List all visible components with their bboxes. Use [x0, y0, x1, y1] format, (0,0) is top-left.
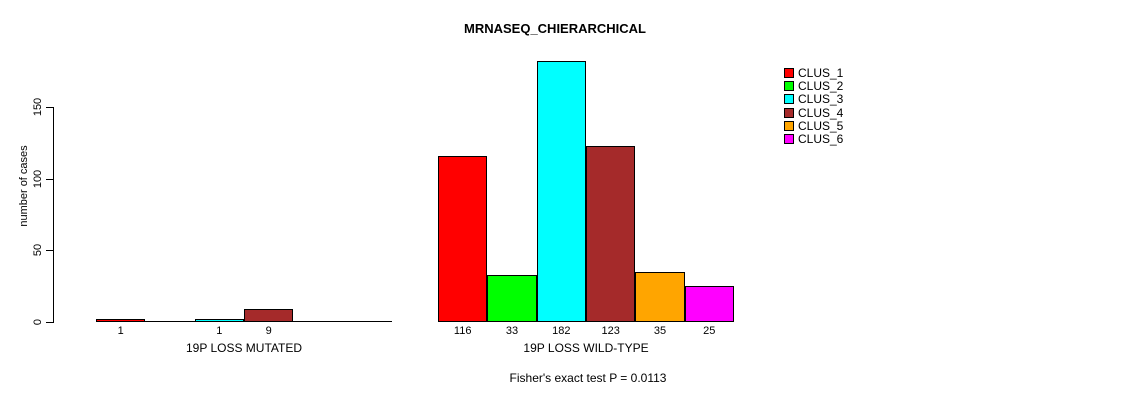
- bar-clus-1: [438, 156, 487, 322]
- bar-clus-2-zero: [145, 321, 195, 322]
- x-group-label-19p-loss-wild-type: 19P LOSS WILD-TYPE: [523, 341, 649, 355]
- bar-clus-3: [537, 61, 586, 322]
- legend-label: CLUS_2: [798, 79, 844, 94]
- x-group-label-19p-loss-mutated: 19P LOSS MUTATED: [185, 341, 303, 355]
- y-axis-tick-label: 100: [32, 169, 44, 188]
- bar-clus-5: [635, 272, 685, 322]
- bar-value-label: 35: [653, 325, 667, 337]
- bar-value-label: 116: [453, 325, 472, 337]
- legend-swatch-clus-2: [784, 81, 794, 92]
- bar-clus-3: [195, 319, 244, 322]
- bar-value-label: 123: [601, 325, 620, 337]
- y-axis-tick: [46, 250, 53, 252]
- chart-title: MRNASEQ_CHIERARCHICAL: [463, 21, 647, 36]
- legend-label: CLUS_5: [798, 119, 844, 134]
- legend-item-clus-5: CLUS_5: [784, 119, 843, 132]
- legend-swatch-clus-4: [784, 107, 794, 118]
- legend-item-clus-1: CLUS_1: [784, 66, 843, 79]
- bar-clus-4: [244, 309, 293, 322]
- bar-value-label: 9: [265, 325, 272, 337]
- bar-clus-4: [586, 146, 635, 322]
- legend: CLUS_1 CLUS_2 CLUS_3 CLUS_4 CLUS_5 CLUS_6: [784, 66, 843, 146]
- bar-clus-6-zero: [343, 321, 392, 322]
- bar-clus-6: [685, 286, 734, 322]
- bar-group-19p-loss-mutated: 1 1 9 19P LOSS MUTATED: [96, 0, 392, 400]
- bar-group-19p-loss-wild-type: 116 33 182 123 35 25 19P LOSS WILD-TYPE: [438, 0, 734, 400]
- legend-swatch-clus-6: [784, 134, 794, 145]
- legend-label: CLUS_4: [798, 105, 844, 120]
- bar-value-label: 182: [552, 325, 571, 337]
- legend-item-clus-2: CLUS_2: [784, 79, 843, 92]
- legend-item-clus-6: CLUS_6: [784, 133, 843, 146]
- y-axis-tick-label: 150: [32, 97, 44, 117]
- legend-swatch-clus-3: [784, 94, 794, 105]
- fisher-test-annotation: Fisher's exact test P = 0.0113: [509, 371, 667, 385]
- legend-item-clus-4: CLUS_4: [784, 106, 843, 119]
- y-axis-tick-label: 0: [32, 318, 44, 326]
- bar-clus-2: [487, 275, 537, 322]
- legend-swatch-clus-1: [784, 67, 794, 78]
- legend-swatch-clus-5: [784, 121, 794, 132]
- bar-value-label: 33: [505, 325, 519, 337]
- y-axis-line: [53, 107, 54, 323]
- legend-label: CLUS_1: [798, 65, 844, 80]
- bar-value-label: 25: [703, 325, 716, 337]
- y-axis-tick: [46, 322, 53, 323]
- y-axis-tick-label: 50: [32, 244, 44, 257]
- legend-item-clus-3: CLUS_3: [784, 93, 843, 106]
- bar-value-label: 1: [216, 325, 223, 337]
- bar-value-label: 1: [117, 325, 124, 337]
- y-axis-tick: [46, 178, 53, 180]
- bar-clus-1: [96, 319, 145, 322]
- legend-label: CLUS_3: [798, 92, 844, 107]
- bar-clus-5-zero: [293, 321, 343, 322]
- legend-label: CLUS_6: [798, 132, 844, 147]
- y-axis-tick: [46, 107, 53, 108]
